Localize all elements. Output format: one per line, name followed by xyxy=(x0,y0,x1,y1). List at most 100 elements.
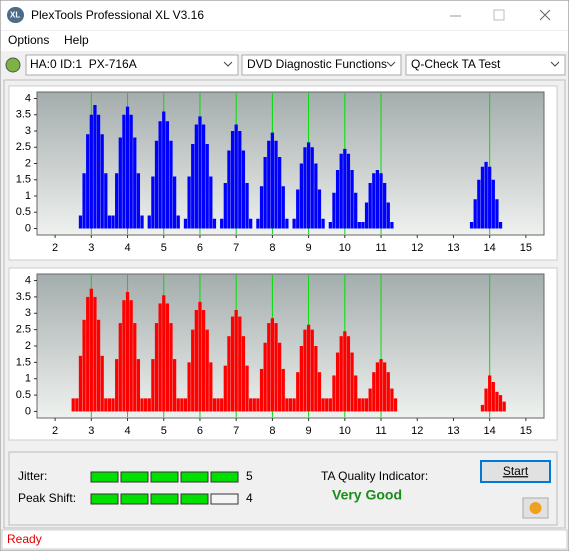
bar xyxy=(89,288,93,412)
y-tick-label: 3 xyxy=(25,307,31,319)
level-segment xyxy=(150,493,179,505)
bar xyxy=(303,329,307,412)
bar xyxy=(361,222,365,229)
bar xyxy=(299,346,303,412)
bar xyxy=(249,398,253,412)
ta-indicator-label: TA Quality Indicator: xyxy=(321,469,428,483)
bar xyxy=(256,218,260,229)
dropdown[interactable] xyxy=(405,54,566,76)
bar xyxy=(129,114,133,229)
bar xyxy=(100,134,104,229)
level-segment xyxy=(180,471,209,483)
bar xyxy=(379,173,383,229)
bar xyxy=(270,132,275,229)
bar xyxy=(205,144,209,229)
bar xyxy=(162,295,166,412)
bar xyxy=(151,359,155,412)
bar xyxy=(335,170,340,229)
bar xyxy=(314,346,318,412)
test-select[interactable]: Q-Check TA Test xyxy=(411,57,501,71)
close[interactable] xyxy=(539,9,551,21)
bar xyxy=(78,215,83,229)
x-tick-label: 9 xyxy=(306,425,312,437)
bar xyxy=(263,342,267,412)
bar xyxy=(354,375,358,412)
bar xyxy=(259,186,264,229)
bar xyxy=(368,388,372,412)
bar xyxy=(115,173,119,229)
start-button-label[interactable]: Start xyxy=(503,464,529,478)
bar xyxy=(230,131,235,229)
x-tick-label: 5 xyxy=(161,242,167,254)
bar xyxy=(357,222,361,229)
bar xyxy=(158,303,162,412)
bar xyxy=(249,218,253,229)
bar xyxy=(183,398,188,412)
drive-select[interactable]: HA:0 ID:1 PX-716A xyxy=(30,57,137,71)
bar xyxy=(234,124,238,229)
bar xyxy=(335,352,340,412)
bar xyxy=(372,173,376,229)
bar xyxy=(129,300,133,412)
bar xyxy=(183,218,188,229)
bar xyxy=(274,140,278,229)
bar xyxy=(212,398,217,412)
maximize[interactable] xyxy=(493,9,505,21)
bar xyxy=(107,215,112,229)
status-text: Ready xyxy=(7,532,42,546)
bar xyxy=(252,398,256,412)
bar xyxy=(241,336,246,412)
bar xyxy=(296,189,300,229)
bar xyxy=(498,222,503,229)
x-tick-label: 2 xyxy=(52,242,58,254)
bar xyxy=(339,336,343,412)
x-tick-label: 12 xyxy=(411,242,423,254)
bar xyxy=(198,116,202,229)
bar xyxy=(104,398,108,412)
bar xyxy=(176,215,180,229)
bar xyxy=(278,342,282,412)
bar xyxy=(111,398,115,412)
bar xyxy=(245,183,249,229)
bar xyxy=(212,218,217,229)
bar xyxy=(259,368,264,412)
bar xyxy=(473,199,477,229)
x-tick-label: 10 xyxy=(339,242,351,254)
bar xyxy=(194,310,198,412)
level-segment xyxy=(90,493,119,505)
function-select[interactable]: DVD Diagnostic Functions xyxy=(247,57,387,71)
menu-item[interactable]: Options xyxy=(8,33,49,47)
bar xyxy=(306,324,311,412)
y-tick-label: 0.5 xyxy=(16,206,31,218)
bar xyxy=(383,362,387,412)
bar xyxy=(209,176,213,229)
menu-item[interactable]: Help xyxy=(64,33,89,47)
x-tick-label: 9 xyxy=(306,242,312,254)
bar xyxy=(93,105,97,229)
bar xyxy=(281,368,285,412)
start-button[interactable] xyxy=(480,460,551,483)
bar xyxy=(372,372,376,412)
bar xyxy=(198,301,202,412)
bar xyxy=(321,218,325,229)
dropdown[interactable] xyxy=(25,54,239,76)
bar xyxy=(480,166,485,229)
x-tick-label: 6 xyxy=(197,242,203,254)
bar xyxy=(165,303,170,412)
bar xyxy=(350,170,354,229)
bar xyxy=(357,398,361,412)
y-tick-label: 0 xyxy=(25,222,31,234)
bar xyxy=(162,111,166,229)
jitter-label: Jitter: xyxy=(18,469,47,483)
bar xyxy=(220,398,224,412)
bar xyxy=(393,398,398,412)
y-tick-label: 0.5 xyxy=(16,389,31,401)
y-tick-label: 0 xyxy=(25,405,31,417)
bar xyxy=(187,176,191,229)
bar xyxy=(75,398,79,412)
chevron xyxy=(223,61,233,67)
bar xyxy=(469,222,474,229)
window-title: PlexTools Professional XL V3.16 xyxy=(31,8,204,22)
x-tick-label: 10 xyxy=(339,425,351,437)
dropdown[interactable] xyxy=(241,54,402,76)
